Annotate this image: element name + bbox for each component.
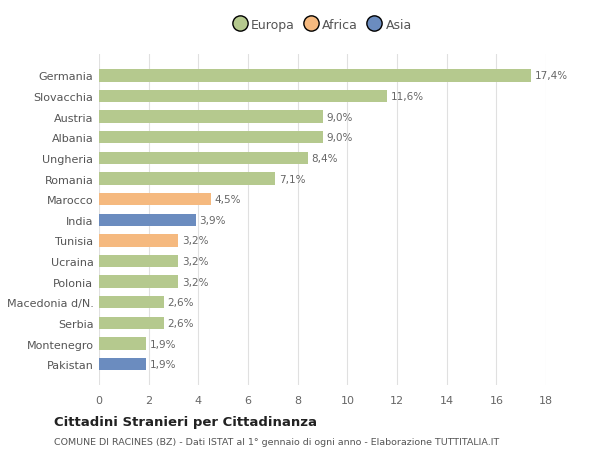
Bar	[99, 235, 178, 247]
Text: 3,2%: 3,2%	[182, 236, 209, 246]
Bar	[99, 317, 164, 330]
Bar	[99, 152, 308, 165]
Text: 11,6%: 11,6%	[391, 92, 424, 102]
Text: 8,4%: 8,4%	[311, 154, 338, 163]
Text: 1,9%: 1,9%	[150, 359, 176, 369]
Text: 3,9%: 3,9%	[200, 215, 226, 225]
Text: 2,6%: 2,6%	[167, 318, 194, 328]
Bar	[99, 297, 164, 309]
Text: 1,9%: 1,9%	[150, 339, 176, 349]
Legend: Europa, Africa, Asia: Europa, Africa, Asia	[229, 15, 415, 35]
Bar	[99, 358, 146, 370]
Bar	[99, 214, 196, 226]
Text: 4,5%: 4,5%	[214, 195, 241, 205]
Bar	[99, 194, 211, 206]
Bar	[99, 255, 178, 268]
Bar	[99, 91, 387, 103]
Text: 2,6%: 2,6%	[167, 297, 194, 308]
Text: 3,2%: 3,2%	[182, 257, 209, 267]
Text: 9,0%: 9,0%	[326, 133, 353, 143]
Text: 17,4%: 17,4%	[535, 71, 568, 81]
Text: 9,0%: 9,0%	[326, 112, 353, 123]
Bar	[99, 276, 178, 288]
Text: 7,1%: 7,1%	[279, 174, 305, 184]
Bar	[99, 132, 323, 144]
Text: COMUNE DI RACINES (BZ) - Dati ISTAT al 1° gennaio di ogni anno - Elaborazione TU: COMUNE DI RACINES (BZ) - Dati ISTAT al 1…	[54, 437, 499, 446]
Bar	[99, 111, 323, 123]
Bar	[99, 173, 275, 185]
Text: Cittadini Stranieri per Cittadinanza: Cittadini Stranieri per Cittadinanza	[54, 415, 317, 428]
Text: 3,2%: 3,2%	[182, 277, 209, 287]
Bar	[99, 70, 531, 83]
Bar	[99, 338, 146, 350]
